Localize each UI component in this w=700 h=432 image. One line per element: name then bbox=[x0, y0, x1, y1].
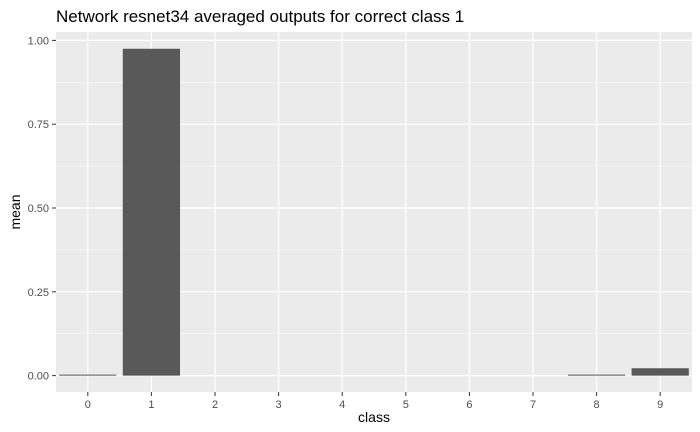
x-tick-label: 1 bbox=[148, 399, 154, 411]
x-axis-title: class bbox=[358, 409, 390, 425]
x-tick-label: 4 bbox=[339, 399, 345, 411]
y-tick-label: 1.00 bbox=[28, 35, 49, 47]
y-tick-label: 0.50 bbox=[28, 203, 49, 215]
y-axis-title: mean bbox=[7, 194, 23, 229]
bar-class-0 bbox=[59, 374, 117, 376]
bars-layer bbox=[59, 48, 689, 376]
bar-class-1 bbox=[122, 48, 181, 376]
x-tick-label: 6 bbox=[466, 399, 472, 411]
x-tick-label: 5 bbox=[403, 399, 409, 411]
x-tick-label: 7 bbox=[530, 399, 536, 411]
x-tick-label: 8 bbox=[594, 399, 600, 411]
y-tick-label: 0.00 bbox=[28, 371, 49, 383]
bar-class-8 bbox=[567, 374, 626, 376]
x-tick-label: 3 bbox=[276, 399, 282, 411]
axes-layer: 0.00 0.25 0.50 0.75 1.00 0 1 2 3 4 5 6 7 8 9 bbox=[28, 35, 664, 411]
x-tick-label: 2 bbox=[212, 399, 218, 411]
chart-title: Network resnet34 averaged outputs for co… bbox=[56, 7, 464, 26]
x-tick-label: 0 bbox=[85, 399, 91, 411]
y-tick-label: 0.25 bbox=[28, 287, 49, 299]
y-tick-label: 0.75 bbox=[28, 119, 49, 131]
bar-class-9 bbox=[631, 368, 689, 376]
x-tick-label: 9 bbox=[657, 399, 663, 411]
